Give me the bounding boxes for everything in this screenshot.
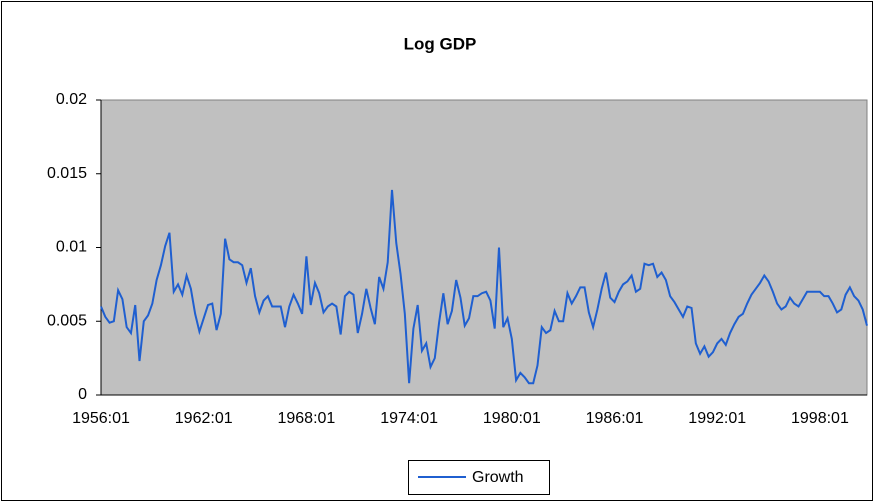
x-tick-label: 1968:01 [277,410,335,427]
x-tick-label: 1962:01 [175,410,233,427]
y-tick-label: 0.005 [47,312,87,329]
x-tick-label: 1974:01 [380,410,438,427]
y-tick-label: 0.01 [56,239,87,256]
series-line [100,189,868,385]
x-tick-label: 1992:01 [688,410,746,427]
y-tick-label: 0.015 [47,165,87,182]
x-tick-label: 1986:01 [586,410,644,427]
x-tick-label: 1998:01 [791,410,849,427]
y-tick-label: 0 [78,386,87,403]
x-tick-label: 1980:01 [483,410,541,427]
chart-title: Log GDP [404,34,477,53]
plot-area [100,99,868,396]
y-tick-label: 0.02 [56,91,87,108]
legend-label: Growth [472,469,524,486]
x-tick-label: 1956:01 [72,410,130,427]
